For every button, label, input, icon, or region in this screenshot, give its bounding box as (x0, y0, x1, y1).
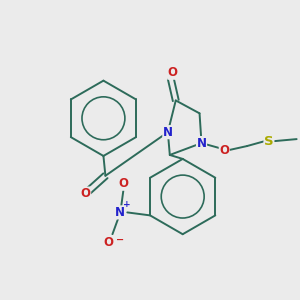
Text: O: O (168, 66, 178, 79)
Text: N: N (196, 136, 206, 150)
Text: O: O (118, 177, 128, 190)
Text: O: O (81, 187, 91, 200)
Text: O: O (219, 145, 229, 158)
Text: −: − (116, 235, 124, 245)
Text: S: S (264, 135, 274, 148)
Text: +: + (124, 200, 131, 209)
Text: N: N (163, 126, 173, 139)
Text: O: O (103, 236, 113, 249)
Text: N: N (116, 206, 125, 219)
